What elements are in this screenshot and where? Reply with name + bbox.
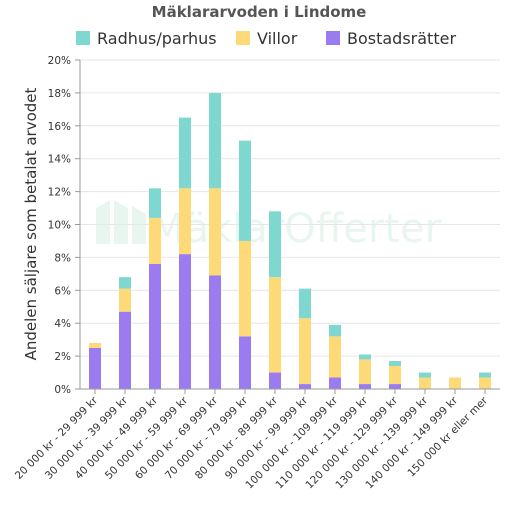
y-tick-label: 6%: [54, 285, 71, 297]
bar-segment: [209, 188, 221, 276]
bar-segment: [149, 188, 161, 218]
bars: [89, 92, 491, 389]
bar-segment: [209, 92, 221, 189]
y-tick-label: 14%: [48, 154, 71, 166]
bar-segment: [239, 240, 251, 337]
y-tick-label: 0%: [54, 384, 71, 396]
bar-segment: [269, 372, 281, 389]
bar-segment: [239, 140, 251, 241]
watermark: MäklarOfferter: [96, 200, 442, 252]
y-tick-label: 12%: [48, 187, 71, 199]
bar-segment: [119, 288, 131, 312]
y-axis-title: Andelen säljare som betalat arvodet: [22, 87, 40, 360]
bar-segment: [89, 342, 101, 348]
bar-segment: [419, 377, 431, 389]
bar-segment: [389, 361, 401, 366]
y-tick-label: 16%: [48, 121, 71, 133]
gridlines: [80, 59, 500, 357]
y-tick-labels: 0% 2% 4% 6% 8% 10% 12% 14% 16% 18% 20%: [48, 55, 80, 396]
y-tick-label: 20%: [48, 55, 71, 67]
bar-segment: [149, 217, 161, 264]
bar-segment: [359, 359, 371, 385]
bar-segment: [299, 288, 311, 319]
bar-segment: [179, 188, 191, 255]
bar-segment: [359, 384, 371, 389]
bar-segment: [239, 336, 251, 389]
legend: Radhus/parhus Villor Bostadsrätter: [76, 29, 456, 48]
bar-segment: [449, 377, 461, 389]
bar-segment: [329, 336, 341, 378]
legend-label: Villor: [257, 29, 298, 48]
bar-segment: [359, 354, 371, 360]
bar-segment: [419, 372, 431, 378]
legend-swatch: [326, 31, 340, 45]
bar-segment: [209, 275, 221, 389]
legend-swatch: [76, 31, 90, 45]
bar-segment: [179, 117, 191, 189]
y-tick-label: 18%: [48, 88, 71, 100]
bar-segment: [299, 384, 311, 389]
bar-segment: [89, 347, 101, 389]
bar-segment: [299, 318, 311, 385]
bar-segment: [389, 384, 401, 389]
y-tick-label: 8%: [54, 252, 71, 264]
bar-segment: [149, 263, 161, 389]
bar-segment: [269, 211, 281, 278]
chart-title: Mäklararvoden i Lindome: [152, 3, 367, 21]
y-tick-label: 10%: [48, 220, 71, 232]
y-tick-label: 4%: [54, 318, 71, 330]
bar-segment: [119, 277, 131, 289]
bar-segment: [269, 277, 281, 373]
bar-segment: [479, 377, 491, 389]
bar-segment: [389, 365, 401, 385]
bar-segment: [329, 324, 341, 337]
bar-segment: [179, 254, 191, 389]
watermark-text: MäklarOfferter: [150, 206, 442, 252]
legend-label: Radhus/parhus: [97, 29, 217, 48]
bar-segment: [119, 311, 131, 389]
legend-label: Bostadsrätter: [347, 29, 456, 48]
bar-segment: [329, 377, 341, 389]
y-tick-label: 2%: [54, 351, 71, 363]
bar-segment: [479, 372, 491, 378]
legend-swatch: [236, 31, 250, 45]
